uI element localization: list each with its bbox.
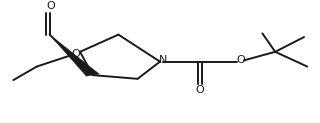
Text: O: O xyxy=(236,55,245,65)
Text: O: O xyxy=(47,1,56,11)
Text: N: N xyxy=(159,55,167,65)
Text: O: O xyxy=(196,85,204,95)
Text: O: O xyxy=(72,49,81,59)
Polygon shape xyxy=(50,35,99,76)
